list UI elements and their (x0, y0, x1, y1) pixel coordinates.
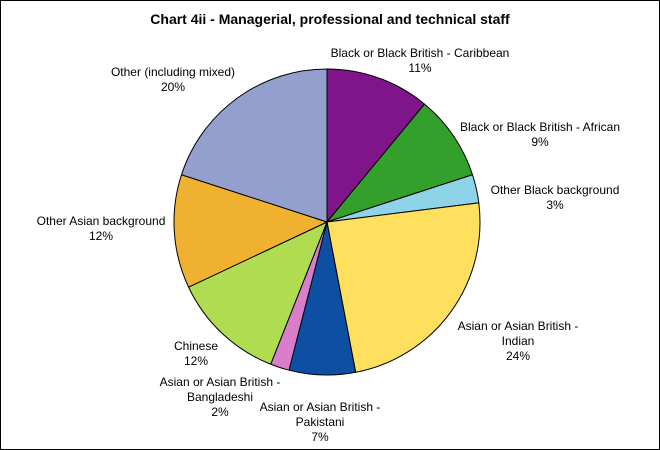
slice-label: Black or Black British - Caribbean 11% (331, 46, 510, 75)
slice-label: Asian or Asian British -Pakistani 7% (260, 400, 381, 444)
pie-labels: Black or Black British - Caribbean 11% Bla… (37, 46, 620, 444)
pie-slice (326, 202, 481, 373)
pie-slice (173, 174, 329, 288)
slice-label: Black or Black British - African 9% (460, 120, 620, 149)
pie-slice (187, 221, 328, 365)
slice-label: Other Black background 3% (491, 183, 620, 212)
slice-label: Asian or Asian British -Indian 24% (458, 319, 579, 363)
pie-slice (180, 68, 328, 223)
slice-label: Other (including mixed) 20% (111, 65, 235, 94)
slice-label: Asian or Asian British -Bangladeshi 2% (160, 375, 281, 419)
chart-title: Chart 4ii - Managerial, professional and… (150, 11, 510, 27)
slice-label: Chinese 12% (174, 339, 218, 368)
slice-label: Other Asian background 12% (37, 214, 166, 243)
pie-slice (326, 68, 426, 224)
pie-slices (173, 68, 481, 376)
pie-slice (325, 103, 474, 224)
